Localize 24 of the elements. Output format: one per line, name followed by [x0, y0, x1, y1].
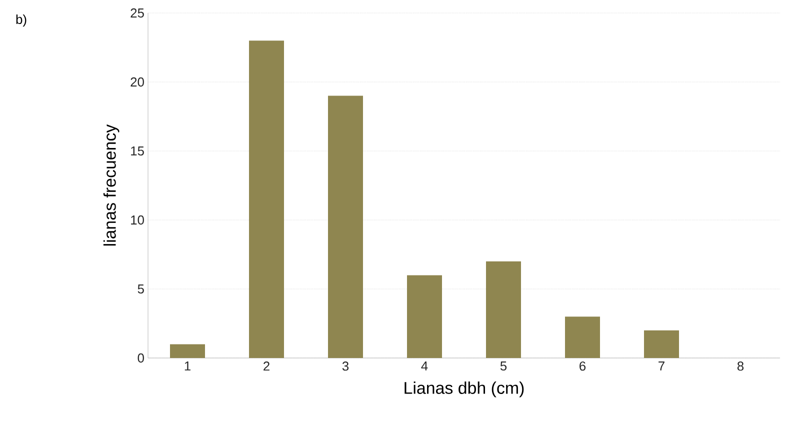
bar — [486, 261, 521, 358]
x-tick-label: 3 — [342, 362, 349, 371]
bar — [170, 344, 205, 358]
y-tick-label: 5 — [138, 284, 144, 294]
x-tick-label: 7 — [658, 362, 664, 370]
x-tick-label: 1 — [184, 362, 190, 370]
y-tick-label: 20 — [130, 77, 144, 87]
y-axis-title: lianas frecuency — [103, 124, 120, 246]
x-tick-label: 6 — [580, 362, 586, 371]
y-tick-label: 25 — [130, 8, 144, 18]
y-tick-label: 0 — [138, 353, 144, 363]
x-tick-label: 2 — [264, 362, 270, 371]
x-tick-label: 5 — [500, 362, 507, 371]
x-tick-label: 8 — [737, 362, 744, 371]
bar — [328, 96, 363, 358]
x-tick-label: 4 — [421, 362, 428, 370]
text: b) — [16, 14, 26, 27]
bar — [249, 40, 284, 358]
x-axis-title: Lianas dbh (cm) — [404, 382, 524, 398]
bar — [644, 330, 680, 358]
bar — [565, 316, 600, 358]
y-tick-label: 10 — [131, 215, 144, 225]
y-tick-label: 15 — [131, 146, 144, 156]
bar — [407, 275, 442, 358]
